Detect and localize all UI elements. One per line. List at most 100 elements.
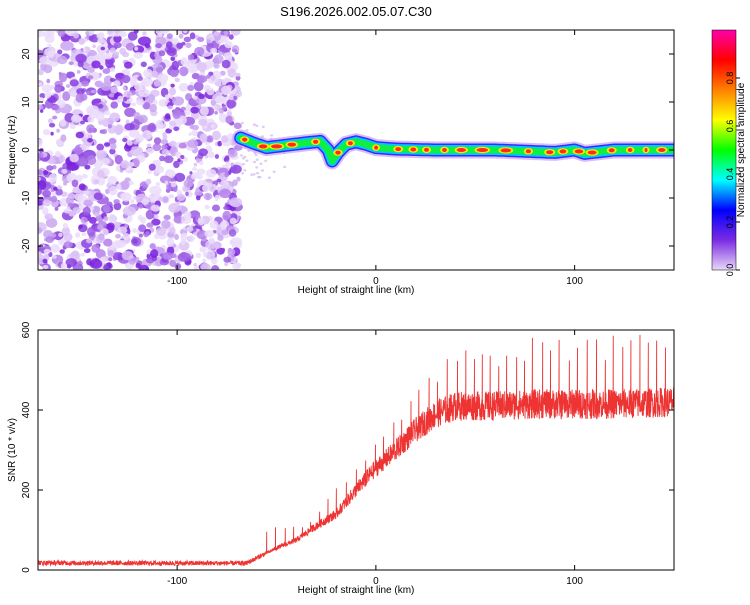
noise-blob bbox=[198, 119, 208, 127]
noise-blob bbox=[105, 188, 110, 195]
noise-blob bbox=[108, 138, 117, 145]
noise-blob bbox=[196, 168, 206, 175]
noise-blob bbox=[190, 106, 199, 114]
noise-blob bbox=[174, 263, 182, 270]
colorbar-tick-label: 0.4 bbox=[725, 168, 735, 181]
noise-blob bbox=[199, 106, 209, 116]
noise-blob bbox=[197, 75, 205, 84]
colorbar-tick-label: 0.6 bbox=[725, 120, 735, 133]
spectrogram-y-label: Frequency (Hz) bbox=[7, 116, 18, 185]
ridge-peak bbox=[456, 148, 466, 152]
colorbar-frame bbox=[711, 29, 737, 271]
noise-blob bbox=[158, 99, 168, 107]
noise-blob bbox=[187, 139, 199, 148]
noise-blob bbox=[110, 143, 117, 150]
noise-blob bbox=[261, 125, 265, 128]
noise-blob bbox=[189, 171, 193, 175]
noise-blob bbox=[229, 217, 237, 225]
noise-blob bbox=[236, 176, 241, 182]
noise-blob bbox=[66, 84, 71, 88]
noise-blob bbox=[221, 135, 229, 143]
noise-blob bbox=[40, 109, 44, 113]
noise-blob bbox=[132, 238, 139, 244]
snr-x-tick-label: -100 bbox=[167, 576, 187, 587]
noise-blob bbox=[58, 72, 68, 83]
noise-blob bbox=[227, 248, 236, 256]
noise-blob bbox=[145, 178, 152, 185]
noise-blob bbox=[113, 34, 122, 43]
noise-blob bbox=[199, 246, 207, 253]
noise-blob bbox=[68, 61, 74, 66]
noise-blob bbox=[48, 158, 56, 165]
ridge-peak bbox=[242, 137, 248, 142]
noise-blob bbox=[88, 75, 94, 80]
noise-blob bbox=[193, 262, 197, 267]
snr-frame bbox=[37, 329, 675, 571]
noise-blob bbox=[44, 213, 53, 220]
noise-blob bbox=[100, 157, 111, 165]
noise-blob bbox=[117, 226, 128, 234]
spectrogram-y-tick-label: -10 bbox=[21, 190, 32, 205]
noise-blob bbox=[109, 47, 116, 54]
noise-blob bbox=[206, 74, 211, 79]
noise-blob bbox=[223, 52, 233, 59]
noise-blob bbox=[96, 143, 104, 151]
noise-blob bbox=[258, 176, 262, 179]
noise-blob bbox=[103, 238, 113, 247]
noise-blob bbox=[108, 257, 113, 262]
spectrogram-y-ticks: -20 -10 0 10 20 bbox=[21, 48, 674, 253]
noise-blob bbox=[46, 165, 54, 171]
noise-blob bbox=[227, 108, 232, 113]
noise-blob bbox=[219, 188, 232, 199]
noise-blob bbox=[176, 193, 186, 202]
noise-blob bbox=[230, 237, 243, 247]
noise-blob bbox=[71, 179, 79, 188]
noise-blob bbox=[127, 92, 131, 97]
noise-blob bbox=[39, 56, 50, 65]
noise-blob bbox=[80, 120, 85, 125]
noise-blob bbox=[127, 31, 138, 41]
noise-blob bbox=[61, 168, 68, 174]
noise-blob bbox=[147, 122, 157, 133]
noise-blob bbox=[100, 82, 112, 91]
noise-blob bbox=[206, 89, 210, 93]
noise-blob bbox=[138, 233, 143, 238]
noise-blob bbox=[219, 70, 226, 76]
noise-blob bbox=[235, 210, 241, 216]
noise-blob bbox=[84, 164, 91, 170]
noise-blob bbox=[138, 203, 144, 209]
noise-blob bbox=[221, 85, 232, 96]
noise-blob bbox=[82, 47, 87, 53]
noise-blob bbox=[121, 250, 134, 261]
noise-blob bbox=[96, 176, 106, 186]
noise-blob bbox=[133, 112, 141, 120]
noise-blob bbox=[42, 31, 51, 38]
noise-blob bbox=[57, 49, 63, 55]
noise-blob bbox=[163, 155, 174, 164]
noise-blob bbox=[86, 124, 95, 134]
noise-blob bbox=[197, 217, 205, 226]
noise-blob bbox=[168, 203, 182, 213]
noise-blob bbox=[180, 154, 185, 160]
noise-blob bbox=[161, 144, 168, 150]
ridge-peak bbox=[574, 149, 584, 154]
noise-blob bbox=[42, 207, 49, 215]
noise-blob bbox=[196, 195, 201, 201]
noise-blob bbox=[152, 99, 158, 106]
noise-blob bbox=[112, 240, 123, 249]
noise-blob bbox=[146, 249, 152, 255]
noise-blob bbox=[165, 128, 172, 134]
noise-blob bbox=[158, 197, 164, 202]
noise-blob bbox=[214, 111, 219, 115]
noise-blob bbox=[149, 185, 162, 196]
noise-blob bbox=[170, 56, 176, 61]
noise-blob bbox=[169, 259, 177, 267]
noise-blob bbox=[228, 229, 237, 237]
noise-blob bbox=[150, 249, 159, 258]
noise-blob bbox=[165, 113, 171, 120]
noise-blob bbox=[87, 138, 93, 143]
noise-blob bbox=[228, 34, 234, 40]
noise-blob bbox=[121, 51, 130, 58]
noise-blob bbox=[180, 57, 188, 66]
